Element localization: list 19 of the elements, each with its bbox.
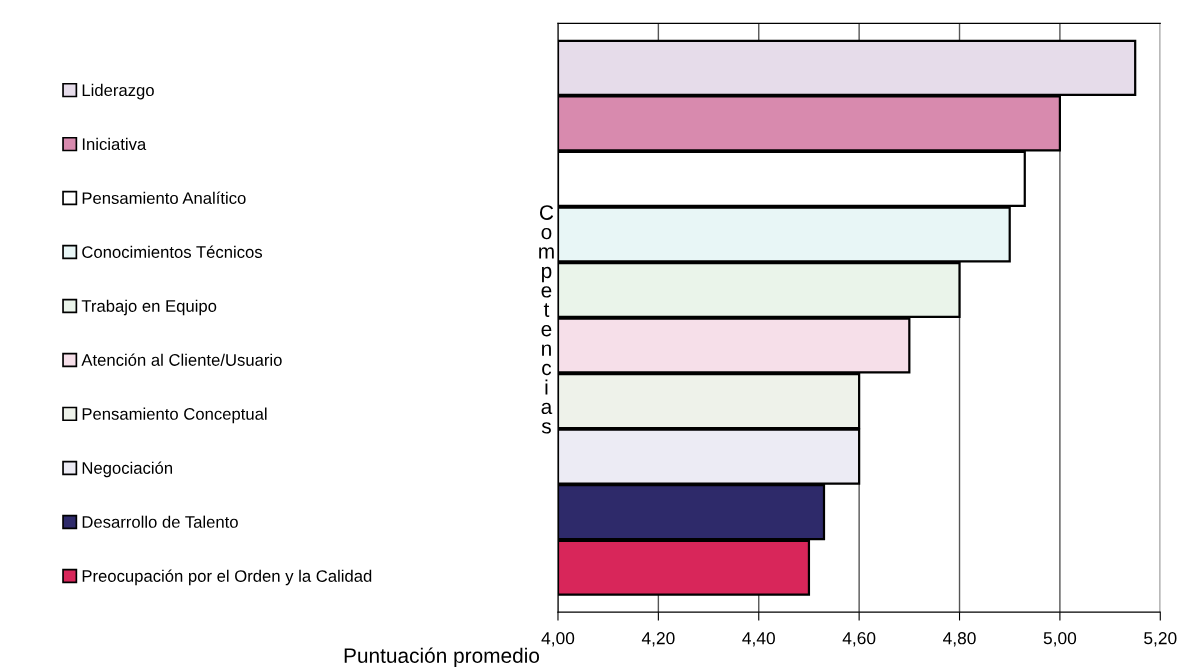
x-tick-label: 4,60	[842, 632, 876, 647]
x-tick-label: 4,80	[943, 632, 976, 647]
legend-label: Pensamiento Analítico	[82, 191, 246, 205]
x-tick-label: 5,00	[1043, 632, 1077, 647]
x-tick-label: 5,20	[1144, 632, 1177, 647]
legend-label: Trabajo en Equipo	[81, 299, 217, 316]
x-tick-label: 4,40	[742, 632, 775, 647]
legend-label: Conocimientos Técnicos	[82, 245, 263, 258]
legend-label: Iniciativa	[82, 137, 147, 151]
legend-label: Negociación	[82, 461, 173, 478]
legend-label: Pensamiento Conceptual	[82, 407, 267, 424]
legend-label: Atención al Cliente/Usuario	[81, 353, 282, 366]
legend-label: Desarrollo de Talento	[82, 515, 238, 528]
x-tick-label: 4,00	[541, 632, 575, 647]
x-tick-label: 4,20	[641, 632, 675, 647]
x-axis-title: Puntuación promedio	[344, 647, 540, 668]
text: Competencias	[539, 205, 554, 434]
legend-label: Liderazgo	[82, 83, 154, 100]
legend-label: Preocupación por el Orden y la Calidad	[82, 569, 372, 586]
